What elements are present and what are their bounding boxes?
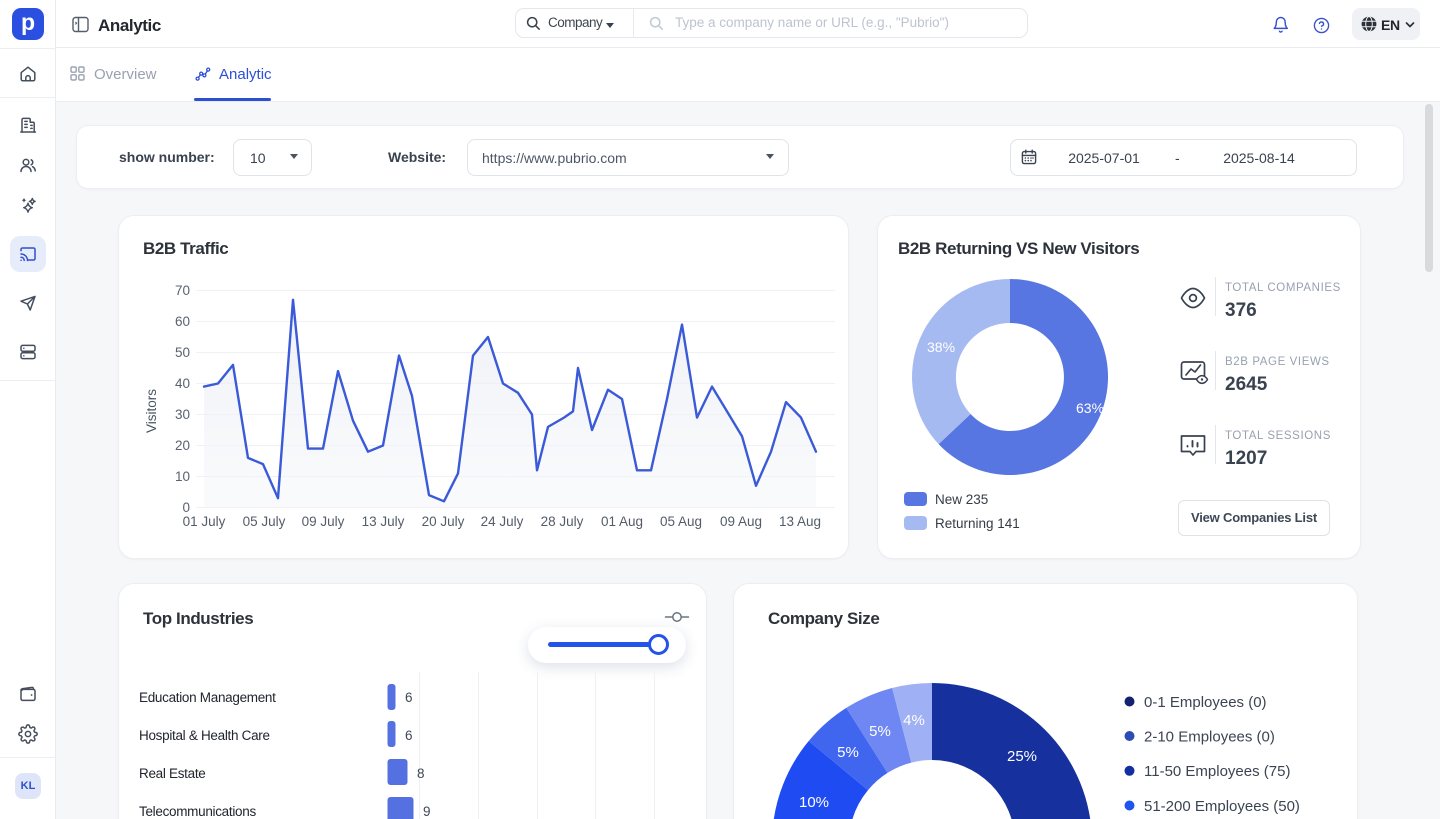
svg-text:Returning 141: Returning 141 xyxy=(935,516,1020,531)
svg-text:50: 50 xyxy=(175,345,190,360)
svg-text:5%: 5% xyxy=(869,723,891,740)
svg-text:10%: 10% xyxy=(799,794,829,811)
svg-text:01 Aug: 01 Aug xyxy=(601,514,643,529)
svg-text:9: 9 xyxy=(423,804,431,819)
svg-text:TOTAL COMPANIES: TOTAL COMPANIES xyxy=(1225,282,1341,294)
svg-text:25%: 25% xyxy=(1007,748,1037,765)
svg-text:5%: 5% xyxy=(837,744,859,761)
svg-text:70: 70 xyxy=(175,283,190,298)
svg-text:4%: 4% xyxy=(903,712,925,729)
svg-text:Real Estate: Real Estate xyxy=(139,766,206,781)
svg-text:05 July: 05 July xyxy=(243,514,286,529)
svg-text:0-1 Employees (0): 0-1 Employees (0) xyxy=(1144,694,1267,711)
svg-text:38%: 38% xyxy=(927,339,955,355)
svg-text:6: 6 xyxy=(405,728,413,743)
svg-text:28 July: 28 July xyxy=(541,514,584,529)
svg-text:11-50 Employees (75): 11-50 Employees (75) xyxy=(1144,763,1290,780)
svg-text:2645: 2645 xyxy=(1225,374,1268,395)
svg-text:40: 40 xyxy=(175,376,190,391)
svg-text:20 July: 20 July xyxy=(422,514,465,529)
svg-text:376: 376 xyxy=(1225,300,1257,321)
svg-text:24 July: 24 July xyxy=(481,514,524,529)
svg-text:B2B PAGE VIEWS: B2B PAGE VIEWS xyxy=(1225,356,1330,368)
svg-text:New 235: New 235 xyxy=(935,492,988,507)
svg-text:6: 6 xyxy=(405,690,413,705)
svg-text:60: 60 xyxy=(175,314,190,329)
svg-text:05 Aug: 05 Aug xyxy=(660,514,702,529)
svg-text:TOTAL SESSIONS: TOTAL SESSIONS xyxy=(1225,430,1331,442)
svg-text:63%: 63% xyxy=(1076,400,1104,416)
svg-text:10: 10 xyxy=(175,469,190,484)
svg-text:Visitors: Visitors xyxy=(144,389,159,433)
svg-text:30: 30 xyxy=(175,407,190,422)
svg-text:2-10 Employees (0): 2-10 Employees (0) xyxy=(1144,729,1275,746)
svg-text:0: 0 xyxy=(182,500,190,515)
svg-text:20: 20 xyxy=(175,438,190,453)
svg-text:13 July: 13 July xyxy=(362,514,405,529)
svg-text:1207: 1207 xyxy=(1225,448,1267,469)
svg-text:Telecommunications: Telecommunications xyxy=(139,804,256,819)
svg-text:Education Management: Education Management xyxy=(139,690,276,705)
svg-text:09 Aug: 09 Aug xyxy=(720,514,762,529)
svg-text:01 July: 01 July xyxy=(183,514,226,529)
svg-text:Hospital & Health Care: Hospital & Health Care xyxy=(139,728,270,743)
svg-text:13 Aug: 13 Aug xyxy=(779,514,821,529)
svg-text:8: 8 xyxy=(417,766,425,781)
svg-text:51-200 Employees (50): 51-200 Employees (50) xyxy=(1144,798,1300,815)
svg-text:09 July: 09 July xyxy=(302,514,345,529)
